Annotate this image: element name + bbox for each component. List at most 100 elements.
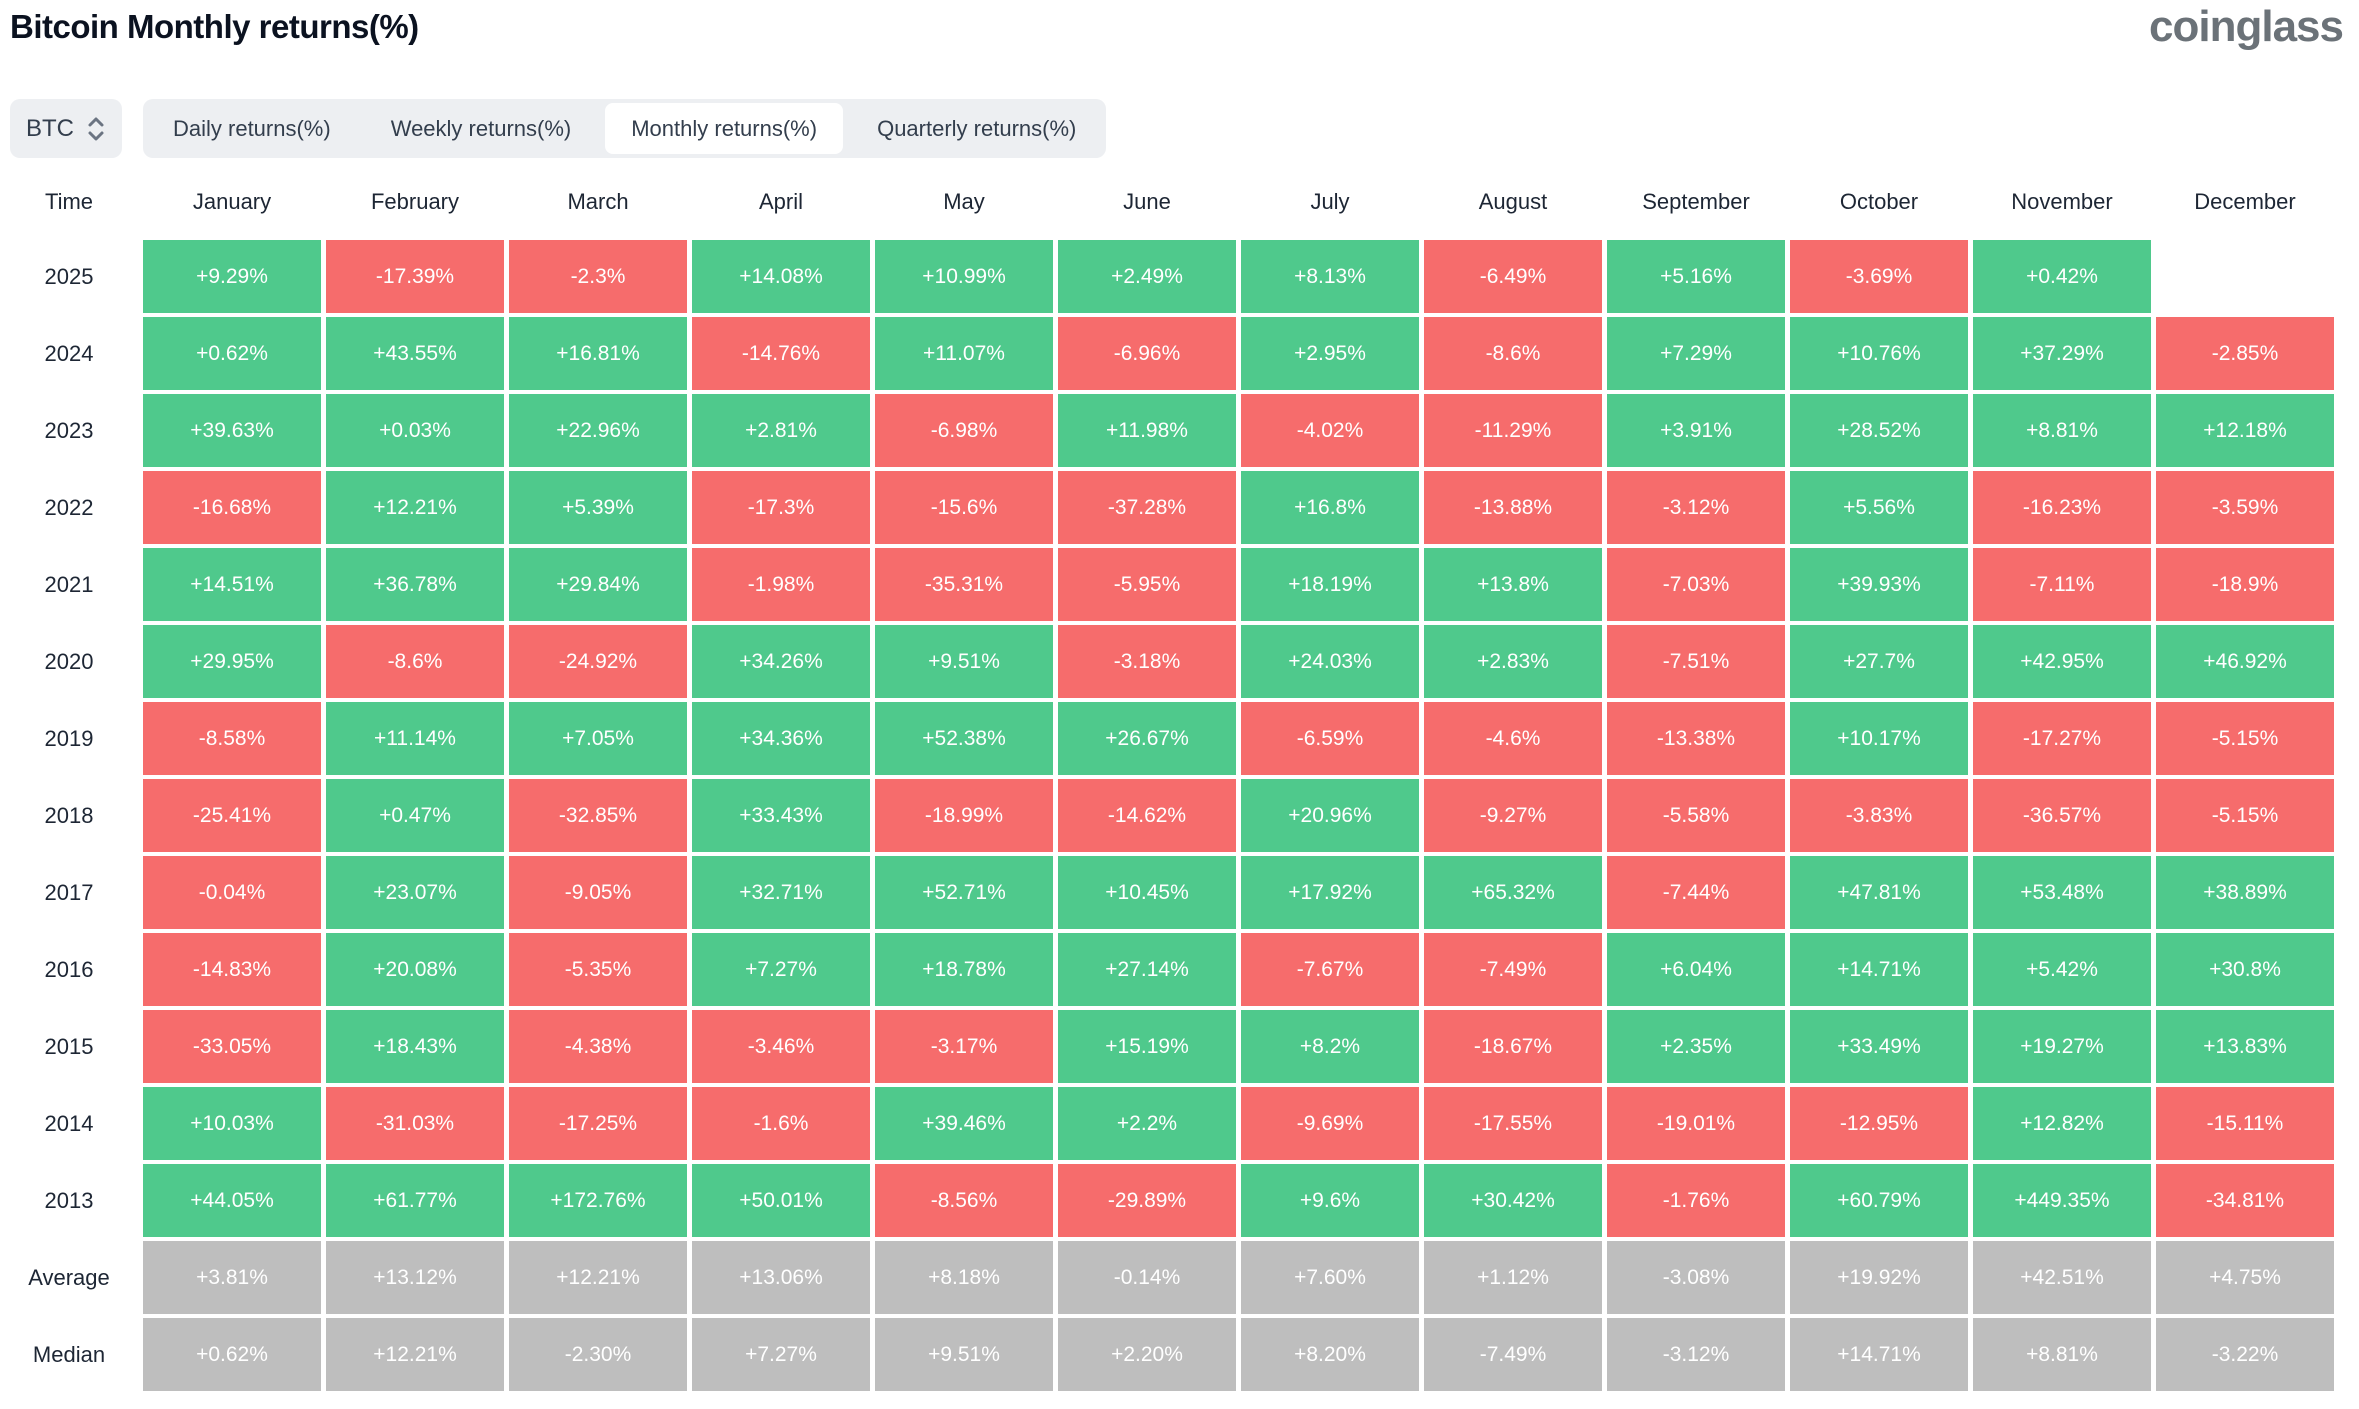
return-cell: +43.55%	[326, 317, 504, 390]
return-cell: +12.21%	[326, 471, 504, 544]
return-cell: -2.3%	[509, 240, 687, 313]
return-cell: -3.46%	[692, 1010, 870, 1083]
return-cell: +14.71%	[1790, 933, 1968, 1006]
return-cell: +27.14%	[1058, 933, 1236, 1006]
return-cell: +8.20%	[1241, 1318, 1419, 1391]
return-cell: +32.71%	[692, 856, 870, 929]
row-label: 2025	[44, 263, 94, 289]
column-header: February	[370, 189, 460, 214]
return-cell: +5.16%	[1607, 240, 1785, 313]
return-cell: +13.8%	[1424, 548, 1602, 621]
return-cell: +50.01%	[692, 1164, 870, 1237]
return-cell: +38.89%	[2156, 856, 2334, 929]
return-cell: +7.27%	[692, 1318, 870, 1391]
return-cell: -3.59%	[2156, 471, 2334, 544]
return-cell: +10.03%	[143, 1087, 321, 1160]
return-cell: +29.84%	[509, 548, 687, 621]
return-cell: +0.03%	[326, 394, 504, 467]
return-cell: +42.95%	[1973, 625, 2151, 698]
return-cell: +47.81%	[1790, 856, 1968, 929]
row-label: 2017	[44, 879, 94, 905]
return-cell: -6.98%	[875, 394, 1053, 467]
return-cell: +449.35%	[1973, 1164, 2151, 1237]
return-cell: +33.43%	[692, 779, 870, 852]
return-cell: -2.85%	[2156, 317, 2334, 390]
table-row: 2024 +0.62% +43.55% +16.81% -14.76% +11.07% -6…	[0, 317, 2340, 390]
column-header: May	[943, 189, 985, 214]
return-cell: +11.07%	[875, 317, 1053, 390]
return-cell: +8.81%	[1973, 394, 2151, 467]
return-cell: +33.49%	[1790, 1010, 1968, 1083]
return-cell: -13.88%	[1424, 471, 1602, 544]
return-cell: +14.71%	[1790, 1318, 1968, 1391]
row-label: Median	[32, 1341, 106, 1367]
table-row: 2017 -0.04% +23.07% -9.05% +32.71% +52.71% +10…	[0, 856, 2340, 929]
return-cell: +2.49%	[1058, 240, 1236, 313]
coinglass-logo: coinglass	[2149, 2, 2344, 51]
return-cell: +9.51%	[875, 625, 1053, 698]
return-cell: -5.95%	[1058, 548, 1236, 621]
return-cell: -5.35%	[509, 933, 687, 1006]
return-cell: +30.8%	[2156, 933, 2334, 1006]
return-cell: -18.67%	[1424, 1010, 1602, 1083]
return-cell: -6.49%	[1424, 240, 1602, 313]
return-cell: +14.51%	[143, 548, 321, 621]
tab-daily-returns[interactable]: Daily returns(%)	[173, 115, 331, 141]
return-cell: +52.38%	[875, 702, 1053, 775]
return-cell: +2.81%	[692, 394, 870, 467]
return-cell: +0.62%	[143, 1318, 321, 1391]
return-cell: +19.27%	[1973, 1010, 2151, 1083]
return-cell: +10.17%	[1790, 702, 1968, 775]
return-cell: +5.56%	[1790, 471, 1968, 544]
return-cell: -15.11%	[2156, 1087, 2334, 1160]
return-cell: +2.95%	[1241, 317, 1419, 390]
returns-table: Time January February March April May June July…	[0, 180, 2340, 1395]
return-cell: +29.95%	[143, 625, 321, 698]
row-label: 2014	[44, 1110, 94, 1136]
row-label: 2018	[44, 802, 94, 828]
return-cell: +6.04%	[1607, 933, 1785, 1006]
tab-quarterly-returns[interactable]: Quarterly returns(%)	[877, 115, 1077, 141]
return-cell: +11.14%	[326, 702, 504, 775]
return-cell: +12.21%	[509, 1241, 687, 1314]
return-cell: +12.18%	[2156, 394, 2334, 467]
row-label: 2019	[44, 725, 94, 751]
return-cell: -33.05%	[143, 1010, 321, 1083]
table-row: 2016 -14.83% +20.08% -5.35% +7.27% +18.78% +27…	[0, 933, 2340, 1006]
return-cell: +8.13%	[1241, 240, 1419, 313]
row-label: 2022	[44, 494, 94, 520]
return-cell: -3.08%	[1607, 1241, 1785, 1314]
return-cell: -12.95%	[1790, 1087, 1968, 1160]
return-cell: +18.19%	[1241, 548, 1419, 621]
return-cell: +22.96%	[509, 394, 687, 467]
return-cell: -5.15%	[2156, 702, 2334, 775]
return-cell: +12.82%	[1973, 1087, 2151, 1160]
return-cell: +5.42%	[1973, 933, 2151, 1006]
return-cell: +44.05%	[143, 1164, 321, 1237]
return-cell: -35.31%	[875, 548, 1053, 621]
return-cell: +3.91%	[1607, 394, 1785, 467]
tab-weekly-returns[interactable]: Weekly returns(%)	[390, 115, 572, 141]
return-cell: +39.93%	[1790, 548, 1968, 621]
return-cell: -7.49%	[1424, 933, 1602, 1006]
return-cell: +14.08%	[692, 240, 870, 313]
table-row: 2023 +39.63% +0.03% +22.96% +2.81% -6.98% +11.…	[0, 394, 2340, 467]
table-row: 2014 +10.03% -31.03% -17.25% -1.6% +39.46% +2.…	[0, 1087, 2340, 1160]
return-cell: +12.21%	[326, 1318, 504, 1391]
return-cell: +37.29%	[1973, 317, 2151, 390]
return-cell: +20.96%	[1241, 779, 1419, 852]
return-cell: -19.01%	[1607, 1087, 1785, 1160]
return-cell: -16.23%	[1973, 471, 2151, 544]
symbol-select[interactable]: BTC	[10, 99, 122, 158]
return-cell: +26.67%	[1058, 702, 1236, 775]
return-cell: -36.57%	[1973, 779, 2151, 852]
tab-monthly-returns[interactable]: Monthly returns(%)	[605, 103, 844, 154]
empty-cell	[2156, 240, 2334, 313]
return-cell: -14.83%	[143, 933, 321, 1006]
return-cell: +36.78%	[326, 548, 504, 621]
return-cell: -7.44%	[1607, 856, 1785, 929]
return-cell: +16.8%	[1241, 471, 1419, 544]
return-cell: -24.92%	[509, 625, 687, 698]
column-header: June	[1123, 189, 1171, 214]
